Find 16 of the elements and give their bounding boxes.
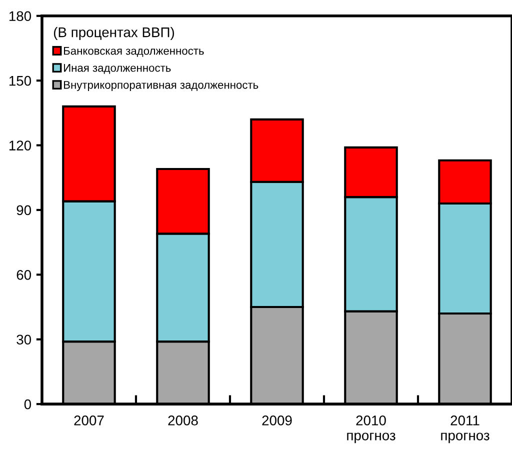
legend-label: Банковская задолженность <box>64 47 204 57</box>
y-tick-label: 30 <box>16 334 32 345</box>
y-tick-label: 150 <box>9 76 32 86</box>
y-tick-label: 0 <box>24 399 32 410</box>
y-tick-label: 90 <box>16 205 32 216</box>
y-tick-label: 60 <box>16 270 32 280</box>
legend-label: Внутрикорпоративная задолженность <box>64 81 258 92</box>
legend-label: Иная задолженность <box>64 64 171 74</box>
y-tick-label: 180 <box>9 11 32 22</box>
x-tick-label: 2007 <box>74 416 104 426</box>
x-tick-label: 2010 прогноз <box>347 416 396 444</box>
x-tick-label: 2008 <box>168 416 198 426</box>
x-tick-label: 2009 <box>262 416 292 426</box>
y-tick-label: 120 <box>9 140 32 150</box>
legend-title: (В процентах ВВП) <box>54 27 174 40</box>
x-tick-label: 2011 прогноз <box>441 416 490 444</box>
